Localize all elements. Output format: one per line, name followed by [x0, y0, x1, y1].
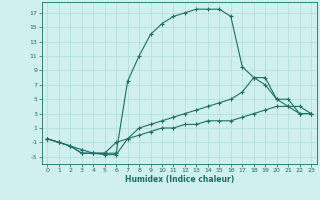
X-axis label: Humidex (Indice chaleur): Humidex (Indice chaleur)	[124, 175, 234, 184]
